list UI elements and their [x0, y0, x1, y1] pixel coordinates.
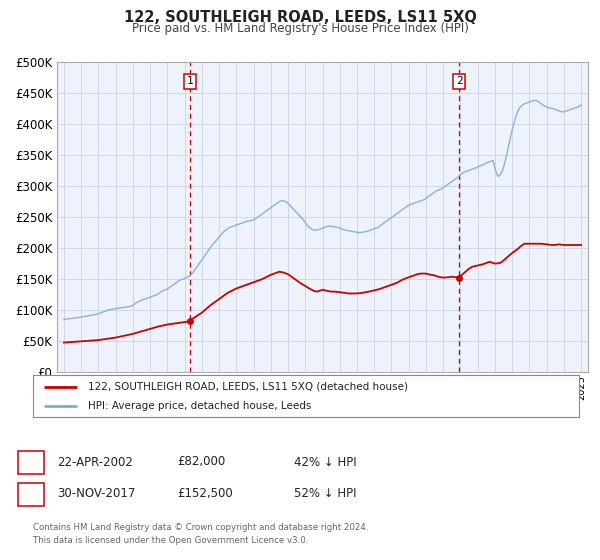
- Text: 2: 2: [455, 77, 463, 86]
- Text: This data is licensed under the Open Government Licence v3.0.: This data is licensed under the Open Gov…: [33, 536, 308, 545]
- Text: 1: 1: [28, 455, 35, 469]
- Text: 122, SOUTHLEIGH ROAD, LEEDS, LS11 5XQ (detached house): 122, SOUTHLEIGH ROAD, LEEDS, LS11 5XQ (d…: [88, 381, 407, 391]
- Text: £82,000: £82,000: [177, 455, 225, 469]
- Text: 2: 2: [28, 487, 35, 501]
- Text: 22-APR-2002: 22-APR-2002: [57, 455, 133, 469]
- Text: £152,500: £152,500: [177, 487, 233, 501]
- Text: 30-NOV-2017: 30-NOV-2017: [57, 487, 136, 501]
- Text: HPI: Average price, detached house, Leeds: HPI: Average price, detached house, Leed…: [88, 401, 311, 411]
- Text: 42% ↓ HPI: 42% ↓ HPI: [294, 455, 356, 469]
- Text: Price paid vs. HM Land Registry's House Price Index (HPI): Price paid vs. HM Land Registry's House …: [131, 22, 469, 35]
- Text: 1: 1: [187, 77, 193, 86]
- Text: 122, SOUTHLEIGH ROAD, LEEDS, LS11 5XQ: 122, SOUTHLEIGH ROAD, LEEDS, LS11 5XQ: [124, 10, 476, 25]
- Text: 52% ↓ HPI: 52% ↓ HPI: [294, 487, 356, 501]
- Text: Contains HM Land Registry data © Crown copyright and database right 2024.: Contains HM Land Registry data © Crown c…: [33, 523, 368, 532]
